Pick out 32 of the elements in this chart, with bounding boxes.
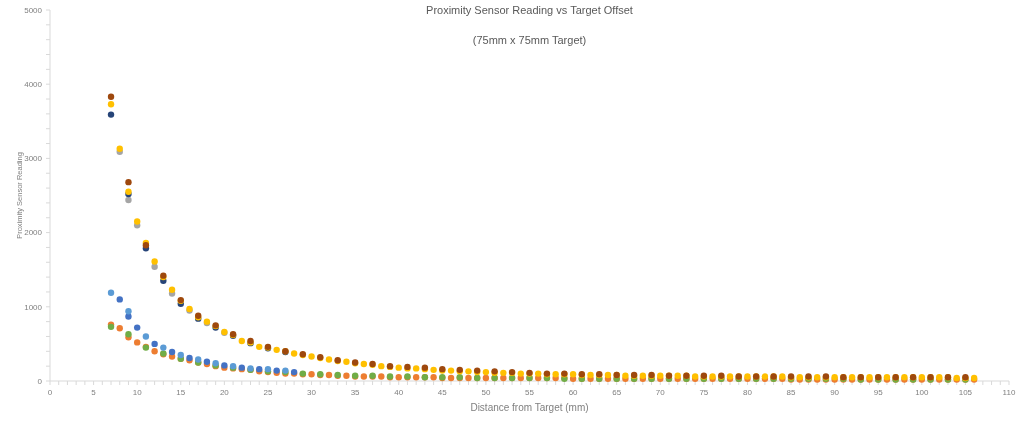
chart-title: Proximity Sensor Reading vs Target Offset bbox=[426, 4, 633, 16]
x-tick-label: 105 bbox=[958, 388, 973, 397]
x-tick-label: 15 bbox=[176, 388, 186, 397]
x-tick-label: 70 bbox=[655, 388, 666, 397]
x-tick-label: 55 bbox=[525, 388, 535, 397]
x-tick-label: 40 bbox=[394, 388, 404, 397]
y-tick-label: 5000 bbox=[24, 5, 43, 15]
x-tick-label: 85 bbox=[786, 388, 797, 397]
x-tick-label: 30 bbox=[307, 388, 317, 397]
y-tick-label: 0 bbox=[37, 376, 43, 386]
y-tick-label: 3000 bbox=[24, 154, 43, 164]
x-tick-label: 20 bbox=[219, 388, 230, 397]
x-tick-label: 65 bbox=[612, 388, 622, 397]
x-tick-label: 90 bbox=[830, 388, 840, 397]
x-tick-label: 100 bbox=[915, 388, 930, 397]
y-tick-label: 4000 bbox=[24, 80, 43, 89]
y-tick-label: 1000 bbox=[24, 302, 43, 312]
text: (75mm x 75mm Target) bbox=[472, 34, 587, 46]
x-tick-label: 25 bbox=[263, 388, 273, 397]
x-tick-label: 75 bbox=[699, 388, 709, 397]
x-tick-label: 95 bbox=[873, 388, 884, 397]
x-tick-label: 80 bbox=[743, 388, 753, 397]
y-tick-label: 2000 bbox=[24, 228, 43, 238]
x-tick-label: 60 bbox=[568, 388, 579, 397]
x-tick-label: 50 bbox=[481, 388, 491, 397]
x-tick-label: 110 bbox=[1002, 388, 1016, 397]
x-tick-label: 10 bbox=[132, 388, 143, 397]
x-tick-label: 0 bbox=[47, 388, 53, 397]
x-axis-title: Distance from Target (mm) bbox=[470, 402, 589, 413]
x-tick-label: 5 bbox=[91, 388, 97, 397]
x-tick-label: 45 bbox=[437, 388, 448, 397]
x-tick-label: 35 bbox=[350, 388, 361, 397]
